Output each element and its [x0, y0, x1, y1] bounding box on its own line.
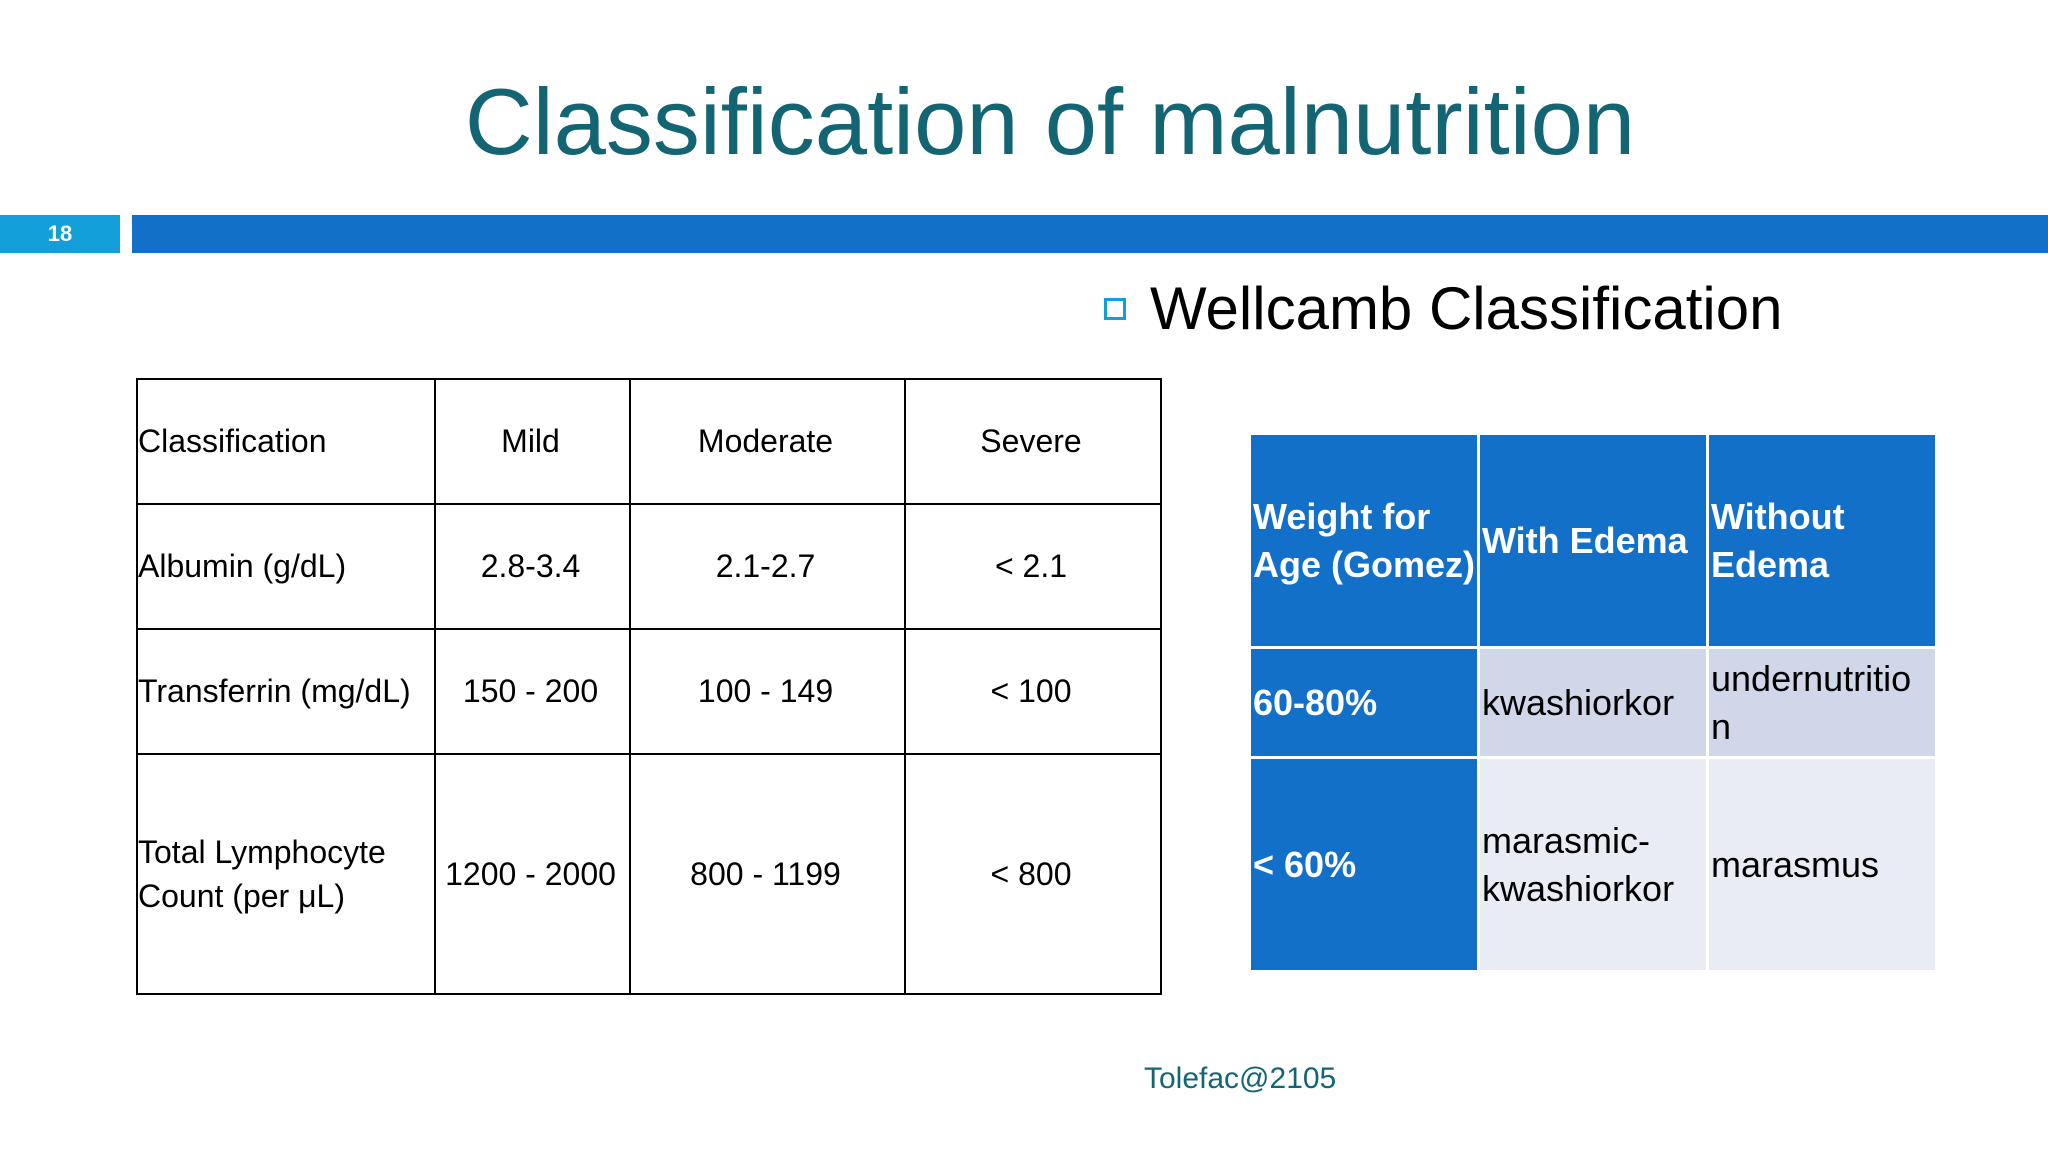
- table-cell: 800 - 1199: [629, 753, 906, 995]
- table-header-row: Classification Mild Moderate Severe: [136, 378, 1162, 505]
- table-cell: marasmic-kwashiorkor: [1477, 756, 1709, 973]
- table-row: Total Lymphocyte Count (per μL) 1200 - 2…: [136, 753, 1162, 995]
- table-header-cell: Moderate: [629, 378, 906, 505]
- bullet-text: Wellcamb Classification: [1150, 275, 1783, 342]
- table-row: 60-80% kwashiorkor undernutritio n: [1248, 646, 1938, 759]
- table-cell: 2.1-2.7: [629, 503, 906, 630]
- table-cell: marasmus: [1706, 756, 1938, 973]
- table-cell: < 100: [904, 628, 1162, 755]
- table-row-header: 60-80%: [1248, 646, 1480, 759]
- bullet-item: Wellcamb Classification: [1104, 274, 1782, 343]
- table-row: < 60% marasmic-kwashiorkor marasmus: [1248, 756, 1938, 973]
- table-cell: < 2.1: [904, 503, 1162, 630]
- slide-number: 18: [0, 215, 120, 253]
- table-cell: Transferrin (mg/dL): [136, 628, 436, 755]
- page-title: Classification of malnutrition: [464, 69, 1636, 174]
- table-cell: kwashiorkor: [1477, 646, 1709, 759]
- table-row: Albumin (g/dL) 2.8-3.4 2.1-2.7 < 2.1: [136, 503, 1162, 630]
- table-header-cell: Mild: [434, 378, 631, 505]
- table-row: Transferrin (mg/dL) 150 - 200 100 - 149 …: [136, 628, 1162, 755]
- table-header-cell: Severe: [904, 378, 1162, 505]
- table-cell: undernutritio n: [1706, 646, 1938, 759]
- table-header-cell: Without Edema: [1706, 432, 1938, 649]
- table-cell: Total Lymphocyte Count (per μL): [136, 753, 436, 995]
- title-divider-bar: [132, 215, 2048, 253]
- table-header-cell: Weight for Age (Gomez): [1248, 432, 1480, 649]
- footer-text: Tolefac@2105: [1144, 1062, 1337, 1095]
- table-row-header: < 60%: [1248, 756, 1480, 973]
- lab-classification-table: Classification Mild Moderate Severe Albu…: [136, 378, 1162, 995]
- table-header-row: Weight for Age (Gomez) With Edema Withou…: [1248, 432, 1938, 649]
- table-cell: 150 - 200: [434, 628, 631, 755]
- table-header-cell: With Edema: [1477, 432, 1709, 649]
- table-cell: 1200 - 2000: [434, 753, 631, 995]
- table-cell: < 800: [904, 753, 1162, 995]
- table-cell: Albumin (g/dL): [136, 503, 436, 630]
- square-bullet-icon: [1104, 297, 1126, 320]
- table-cell: 100 - 149: [629, 628, 906, 755]
- table-cell: 2.8-3.4: [434, 503, 631, 630]
- wellcome-classification-table: Weight for Age (Gomez) With Edema Withou…: [1248, 432, 1938, 973]
- table-header-cell: Classification: [136, 378, 436, 505]
